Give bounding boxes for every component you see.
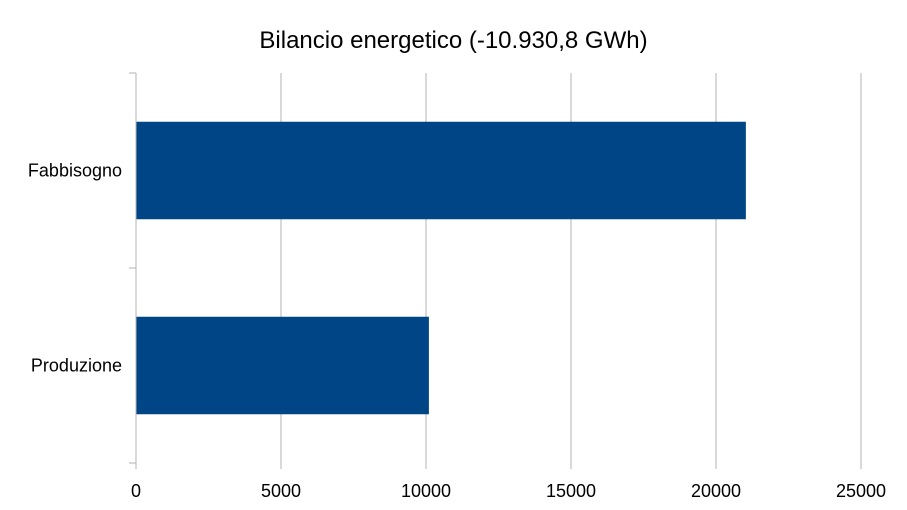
chart-title: Bilancio energetico (-10.930,8 GWh)	[259, 27, 648, 54]
x-tick-label: 15000	[546, 481, 596, 501]
axes	[129, 72, 862, 469]
axis-labels: 0 5000 10000 15000 20000 25000 Fabbisogno Produ…	[28, 161, 886, 502]
x-tick-label: 25000	[836, 481, 886, 501]
x-tick-label: 5000	[261, 481, 301, 501]
bar	[136, 121, 746, 220]
y-category-label: Produzione	[31, 356, 122, 376]
bar	[136, 316, 429, 415]
bars	[136, 121, 746, 415]
y-category-label: Fabbisogno	[28, 161, 122, 181]
x-tick-label: 10000	[401, 481, 451, 501]
x-tick-label: 0	[131, 481, 141, 501]
x-tick-label: 20000	[691, 481, 741, 501]
